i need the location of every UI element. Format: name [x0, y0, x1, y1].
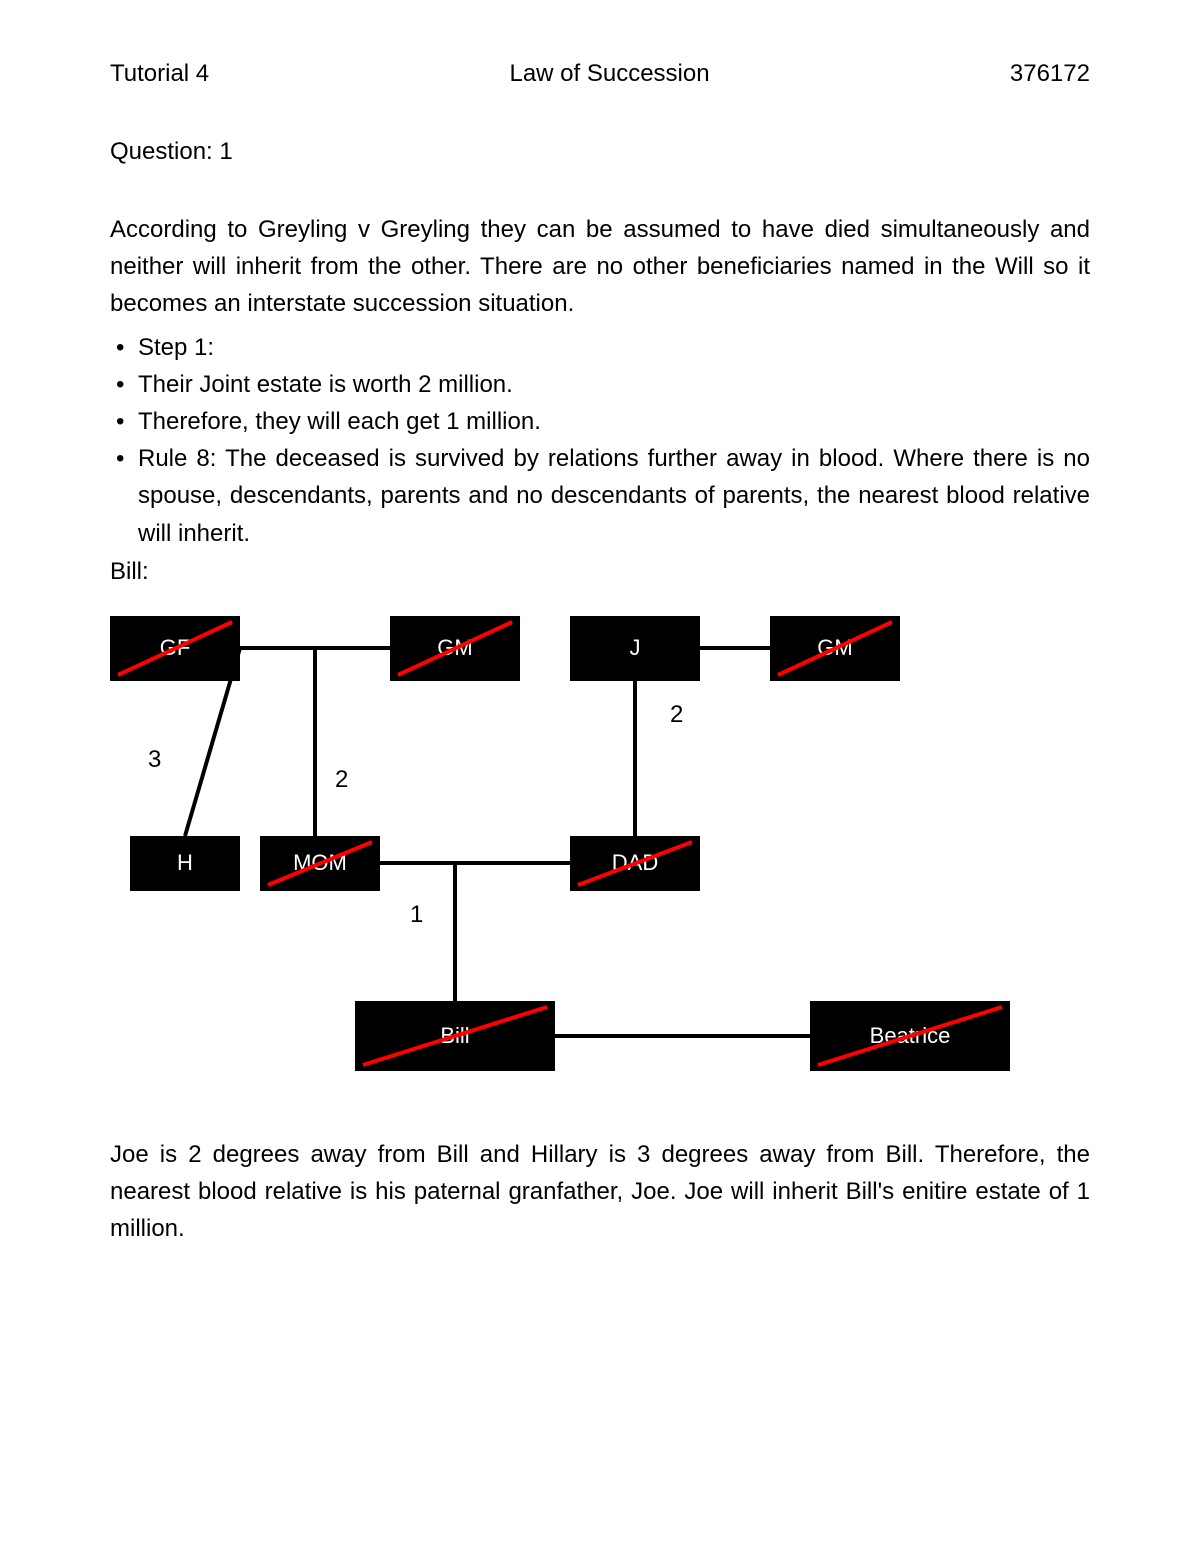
deceased-strike-icon [268, 842, 372, 885]
header-right: 376172 [1010, 60, 1090, 88]
deceased-strike-icon [578, 842, 692, 885]
header-center: Law of Succession [509, 60, 709, 88]
bullet-item: Their Joint estate is worth 2 million. [110, 366, 1090, 403]
deceased-strike-icon [363, 1007, 547, 1065]
intro-paragraph: According to Greyling v Greyling they ca… [110, 211, 1090, 323]
deceased-strike-icon [818, 1007, 1002, 1065]
degree-label: 1 [410, 901, 423, 929]
family-tree-diagram: GFGMJGMHMOMDADBillBeatrice3221 [110, 596, 1090, 1096]
diagram-strikes [110, 596, 1090, 1096]
deceased-strike-icon [778, 622, 892, 675]
document-page: Tutorial 4 Law of Succession 376172 Ques… [0, 0, 1200, 1553]
bill-label: Bill: [110, 558, 1090, 586]
bullet-item: Step 1: [110, 329, 1090, 366]
page-header: Tutorial 4 Law of Succession 376172 [110, 60, 1090, 88]
degree-label: 2 [335, 766, 348, 794]
bullet-item: Therefore, they will each get 1 million. [110, 403, 1090, 440]
degree-label: 3 [148, 746, 161, 774]
deceased-strike-icon [398, 622, 512, 675]
bullet-list: Step 1:Their Joint estate is worth 2 mil… [110, 329, 1090, 552]
conclusion-paragraph: Joe is 2 degrees away from Bill and Hill… [110, 1136, 1090, 1248]
deceased-strike-icon [118, 622, 232, 675]
question-label: Question: 1 [110, 138, 1090, 166]
header-left: Tutorial 4 [110, 60, 209, 88]
degree-label: 2 [670, 701, 683, 729]
bullet-item: Rule 8: The deceased is survived by rela… [110, 440, 1090, 552]
